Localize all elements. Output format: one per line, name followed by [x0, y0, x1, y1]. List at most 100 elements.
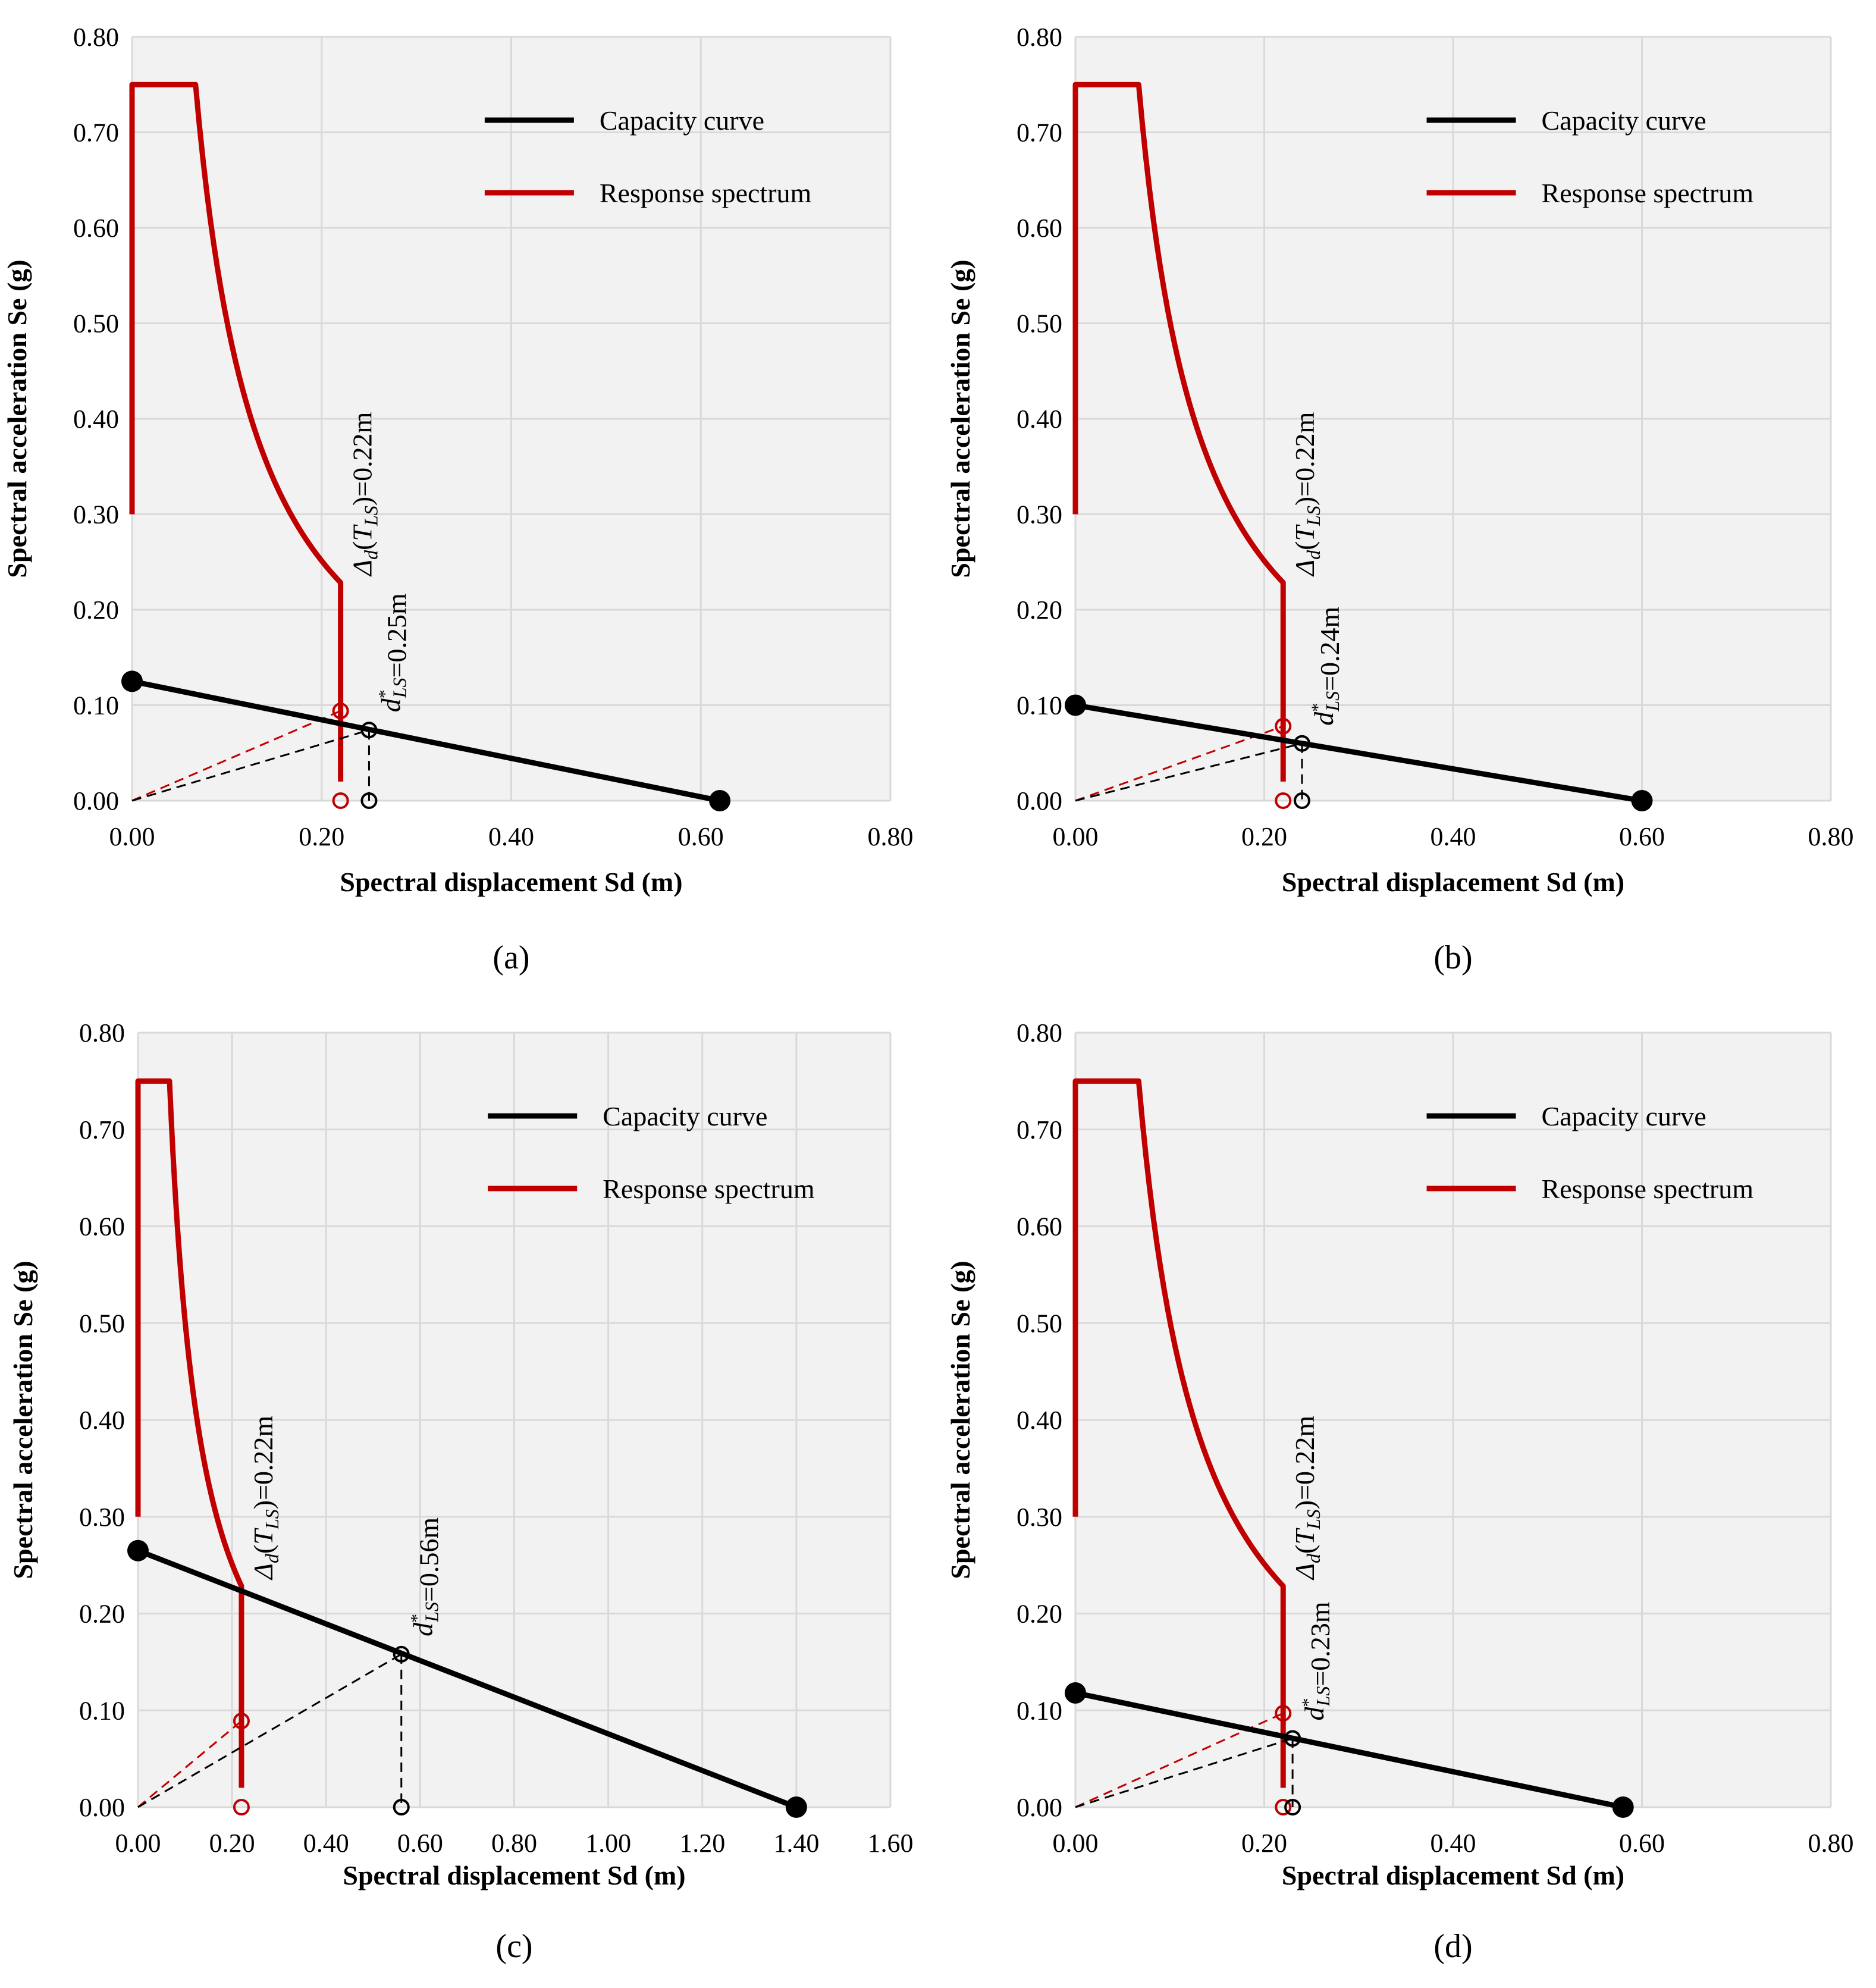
x-tick-label: 1.00	[585, 1829, 631, 1858]
capacity-target-marker	[393, 1799, 410, 1815]
capacity-curve-line	[1075, 703, 1643, 804]
y-tick-label: 0.60	[73, 214, 119, 243]
capacity-end-point	[785, 1796, 807, 1818]
y-tick-label: 0.10	[1017, 691, 1062, 720]
y-tick-label: 0.00	[79, 1793, 125, 1822]
y-tick-label: 0.70	[73, 118, 119, 148]
legend-spectrum-label: Response spectrum	[1542, 178, 1754, 208]
capacity-end-point	[1612, 1796, 1634, 1818]
chart-panel-4: 0.00 0.10 0.20 0.30 0.40 0.50 0.60 0.70 0.80 0.00…	[945, 1018, 1854, 1965]
red-dashed-line	[137, 1720, 242, 1808]
x-tick-label: 1.60	[868, 1829, 914, 1858]
x-tick-label: 0.40	[488, 822, 534, 851]
black-dashed-line	[1075, 742, 1303, 802]
red-dashed-line	[1075, 725, 1284, 802]
capacity-curve-line	[131, 678, 721, 804]
chart-panel-3: 0.00 0.10 0.20 0.30 0.40 0.50 0.60 0.70 0.80 0.00…	[8, 1018, 914, 1965]
x-tick-label: 0.20	[1241, 822, 1287, 851]
y-tick-label: 0.20	[79, 1600, 125, 1629]
capacity-start-point	[127, 1539, 149, 1561]
black-dashed-line	[131, 729, 369, 802]
delta-d-annotation: Δd(TLS)=0.22m	[1290, 412, 1324, 576]
chart-panel-1: 0.00 0.10 0.20 0.30 0.40 0.50 0.60 0.70 0.80 0.00…	[2, 23, 914, 976]
y-tick-label: 0.60	[79, 1212, 125, 1241]
d-star-annotation: d*LS=0.23m	[1298, 1601, 1335, 1720]
red-dashed-line	[131, 710, 341, 802]
spectrum-target-marker	[233, 1799, 250, 1815]
panel-label: (c)	[495, 1928, 532, 1965]
y-axis-title: Spectral acceleration Se (g)	[945, 259, 975, 578]
response-spectrum-line	[1072, 81, 1286, 782]
y-tick-label: 0.40	[1017, 405, 1062, 434]
x-axis-title: Spectral displacement Sd (m)	[343, 1860, 685, 1890]
y-axis-title: Spectral acceleration Se (g)	[945, 1260, 975, 1579]
panel-label: (d)	[1433, 1928, 1472, 1965]
x-axis-title: Spectral displacement Sd (m)	[340, 867, 682, 897]
d-star-annotation: d*LS=0.24m	[1308, 606, 1345, 725]
y-tick-label: 0.50	[73, 309, 119, 338]
y-axis-title: Spectral acceleration Se (g)	[2, 259, 32, 578]
legend-spectrum-label: Response spectrum	[603, 1174, 815, 1204]
x-tick-label: 0.60	[1619, 822, 1665, 851]
chart-panel-2: 0.00 0.10 0.20 0.30 0.40 0.50 0.60 0.70 0.80 0.00…	[945, 23, 1854, 976]
x-tick-label: 0.60	[678, 822, 724, 851]
x-tick-label: 0.20	[299, 822, 344, 851]
y-tick-label: 0.20	[1017, 595, 1062, 625]
y-tick-label: 0.30	[73, 500, 119, 529]
x-tick-label: 0.40	[1430, 822, 1476, 851]
capacity-target-marker	[360, 792, 378, 809]
x-tick-label: 0.40	[303, 1829, 349, 1858]
legend-capacity-label: Capacity curve	[600, 105, 764, 136]
legend-capacity-label: Capacity curve	[1542, 105, 1706, 136]
y-tick-label: 0.50	[1017, 309, 1062, 338]
x-tick-label: 0.00	[1053, 822, 1099, 851]
x-tick-label: 0.20	[209, 1829, 255, 1858]
x-tick-label: 1.40	[773, 1829, 819, 1858]
delta-d-annotation: Δd(TLS)=0.22m	[347, 412, 382, 576]
black-dashed-line	[137, 1653, 402, 1808]
capacity-end-point	[709, 790, 731, 811]
spectrum-target-marker	[1275, 1799, 1292, 1815]
capacity-target-marker	[1284, 1730, 1301, 1747]
x-tick-label: 0.20	[1241, 1829, 1287, 1858]
y-tick-label: 0.60	[1017, 214, 1062, 243]
x-tick-label: 1.20	[679, 1829, 725, 1858]
x-tick-label: 0.60	[397, 1829, 443, 1858]
capacity-curve-line	[137, 1548, 798, 1810]
delta-d-annotation: Δd(TLS)=0.22m	[1290, 1415, 1324, 1580]
d-star-annotation: d*LS=0.56m	[407, 1517, 444, 1636]
y-tick-label: 0.70	[1017, 1115, 1062, 1144]
x-tick-label: 0.80	[868, 822, 914, 851]
d-star-annotation: d*LS=0.25m	[375, 593, 412, 712]
y-tick-label: 0.00	[73, 786, 119, 816]
x-axis-title: Spectral displacement Sd (m)	[1282, 867, 1624, 897]
y-tick-label: 0.00	[1017, 1793, 1062, 1822]
spectrum-target-marker	[1275, 717, 1292, 735]
capacity-end-point	[1631, 790, 1653, 811]
panel-label: (a)	[492, 939, 529, 976]
x-tick-label: 0.00	[109, 822, 155, 851]
y-tick-label: 0.20	[1017, 1600, 1062, 1629]
legend-capacity-label: Capacity curve	[1542, 1101, 1706, 1131]
black-dashed-line	[1075, 1738, 1293, 1808]
x-tick-label: 0.00	[1053, 1829, 1099, 1858]
spectrum-target-marker	[1275, 792, 1292, 809]
y-tick-label: 0.70	[1017, 118, 1062, 148]
spectrum-target-marker	[1275, 1705, 1292, 1722]
y-tick-label: 0.10	[1017, 1696, 1062, 1725]
capacity-start-point	[1065, 694, 1086, 716]
legend-capacity-label: Capacity curve	[603, 1101, 767, 1131]
x-axis-title: Spectral displacement Sd (m)	[1282, 1860, 1624, 1890]
y-tick-label: 0.70	[79, 1115, 125, 1144]
capacity-target-marker	[360, 722, 378, 739]
y-tick-label: 0.80	[73, 23, 119, 52]
capacity-start-point	[1065, 1682, 1086, 1704]
y-tick-label: 0.10	[73, 691, 119, 720]
y-tick-label: 0.20	[73, 595, 119, 625]
panel-label: (b)	[1433, 939, 1472, 976]
y-tick-label: 0.40	[1017, 1406, 1062, 1435]
y-tick-label: 0.00	[1017, 786, 1062, 816]
y-tick-label: 0.50	[79, 1309, 125, 1338]
y-tick-label: 0.50	[1017, 1309, 1062, 1338]
